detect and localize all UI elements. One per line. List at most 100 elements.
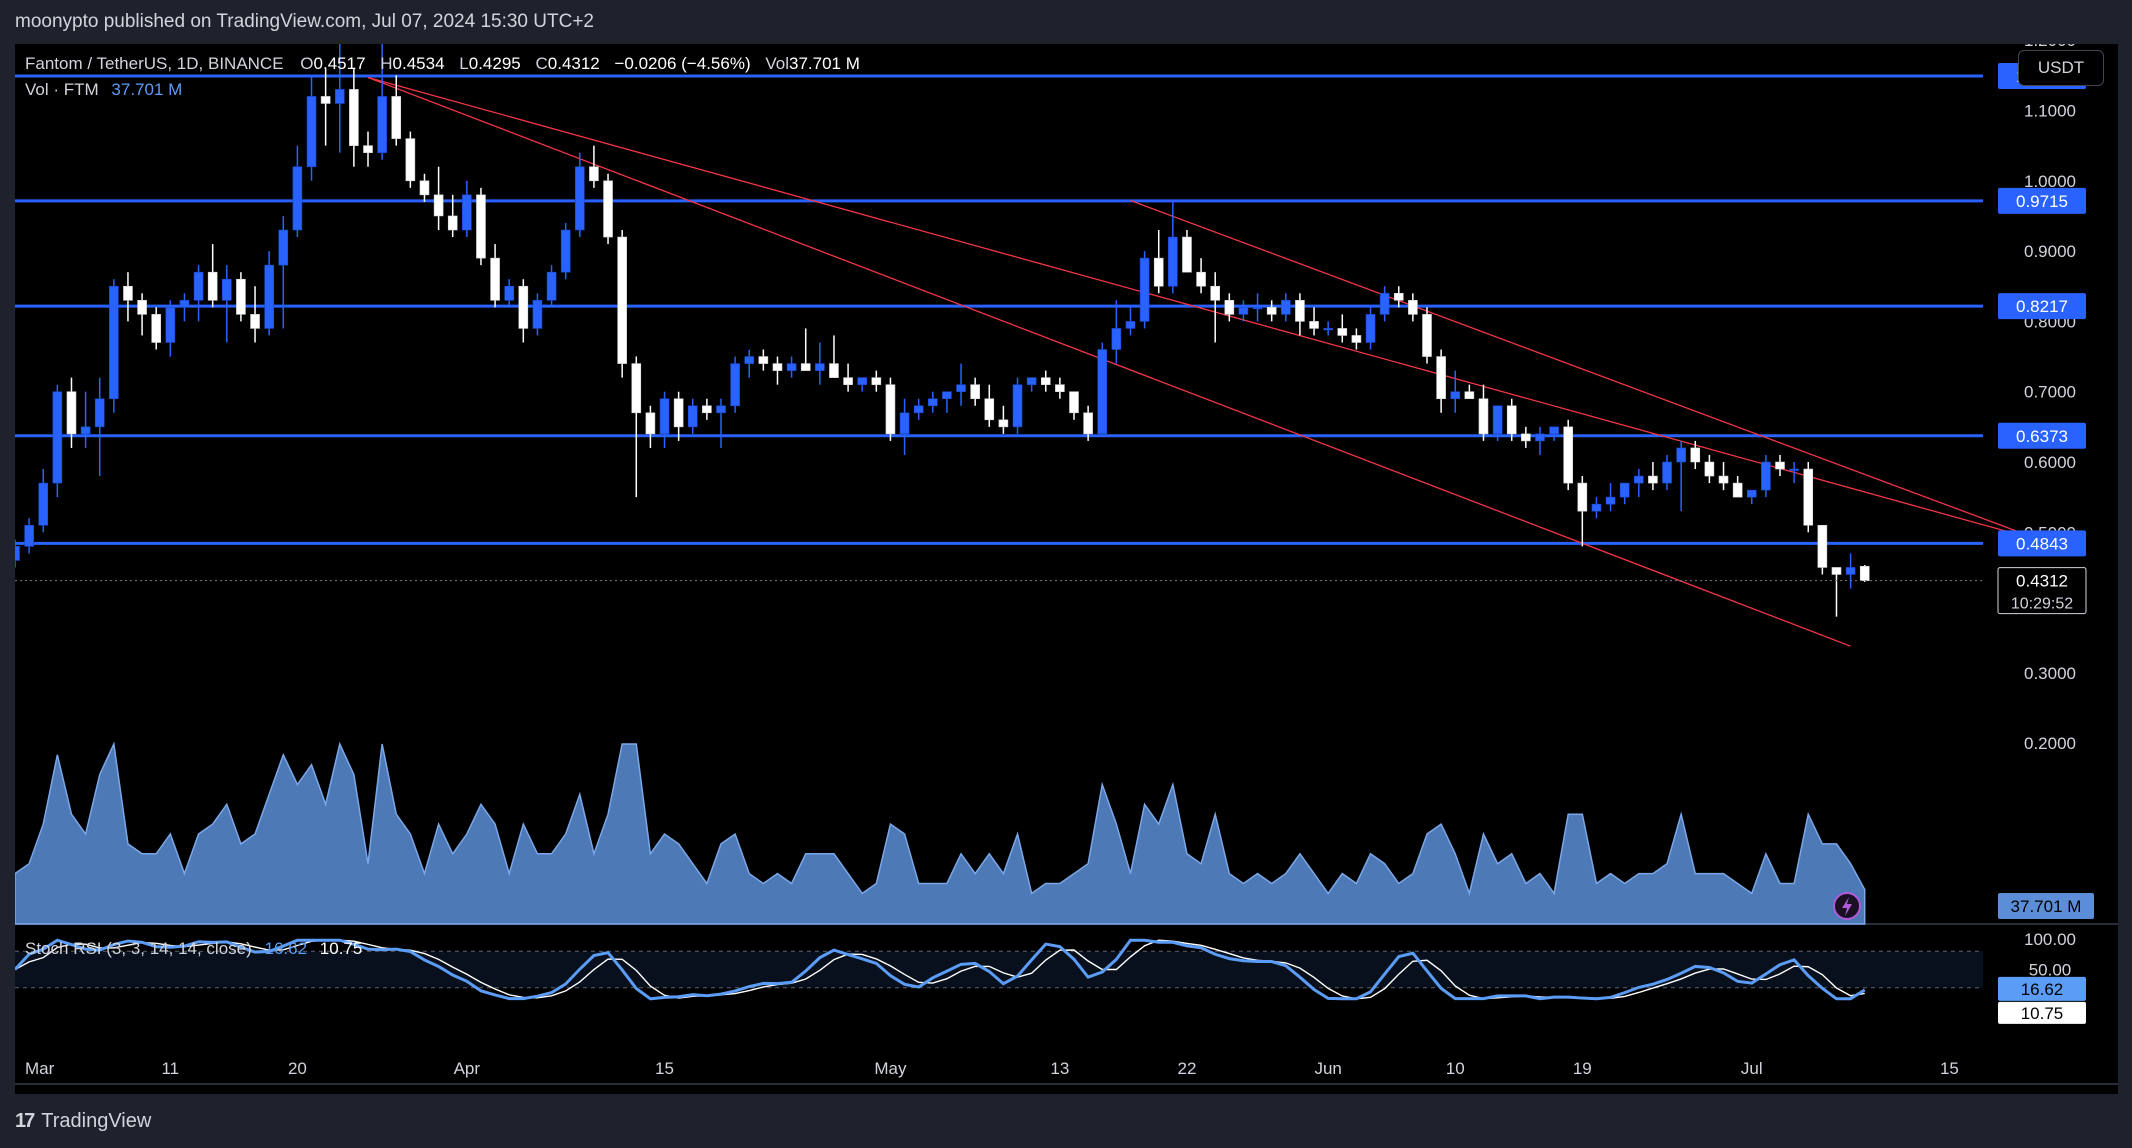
candle-body	[744, 356, 755, 364]
price-axis-tick: 0.2000	[2024, 734, 2076, 753]
candle-body	[137, 300, 147, 315]
candle-body	[899, 412, 910, 435]
last-price-value: 0.4312	[2016, 572, 2068, 591]
candle-body	[1506, 405, 1517, 435]
level-label: 0.6373	[2016, 427, 2068, 446]
candle-body	[998, 419, 1009, 428]
candle-body	[179, 300, 190, 308]
volume-area	[15, 741, 1866, 925]
candle-body	[38, 482, 49, 526]
volume-value: Vol37.701 M	[765, 54, 860, 73]
candle-body	[1676, 447, 1686, 463]
candle-body	[1351, 335, 1362, 343]
candle-body	[405, 138, 416, 182]
candle-body	[829, 363, 839, 378]
candle-body	[1097, 349, 1108, 435]
candle-body	[1591, 503, 1602, 512]
candle-body	[1040, 377, 1051, 385]
candle-body	[716, 405, 726, 414]
price-axis-tick: 1.0000	[2024, 172, 2076, 191]
volume-label-bg	[1998, 893, 2094, 919]
candle-body	[730, 363, 740, 407]
ohlc-legend: Fantom / TetherUS, 1D, BINANCE O0.4517 H…	[25, 54, 868, 74]
candle-body	[1478, 398, 1489, 435]
x-axis-tick: 22	[1177, 1059, 1196, 1078]
candle-body	[80, 426, 91, 435]
stoch-k-value: 16.62	[264, 939, 308, 958]
candle-body	[1252, 307, 1263, 310]
candle-body	[1168, 236, 1178, 287]
candle-body	[1055, 384, 1065, 393]
level-label-bg	[1998, 187, 2086, 214]
candle-body	[1182, 236, 1192, 273]
candle-body	[603, 180, 613, 238]
candle-body	[1563, 426, 1573, 484]
candle-body	[1224, 300, 1235, 315]
footer-bar	[0, 1094, 2132, 1148]
x-axis-tick: 11	[161, 1059, 179, 1078]
stoch-label: Stoch RSI (3, 3, 14, 14, close)	[25, 939, 252, 958]
candle-body	[1464, 391, 1475, 400]
candle-body	[1859, 565, 1870, 581]
chart-area[interactable]: 1.20001.10001.00000.90000.80000.70000.60…	[15, 44, 2118, 1094]
candle-body	[1450, 391, 1461, 400]
x-axis-tick: 15	[655, 1059, 674, 1078]
x-axis-tick: Mar	[25, 1059, 55, 1078]
candle-body	[673, 398, 684, 428]
header-bar: moonypto published on TradingView.com, J…	[0, 0, 2132, 44]
candle-body	[857, 377, 868, 385]
candle-body	[1295, 300, 1305, 322]
chart-svg[interactable]: 1.20001.10001.00000.90000.80000.70000.60…	[15, 44, 2118, 1094]
candle-body	[1704, 461, 1715, 477]
candle-body	[250, 314, 260, 329]
candle-body	[1732, 482, 1743, 498]
candle-body	[1422, 314, 1432, 357]
candle-body	[800, 363, 811, 371]
low-value: L0.4295	[459, 54, 521, 73]
candle-body	[1026, 377, 1037, 385]
candle-body	[1789, 468, 1799, 471]
currency-button[interactable]: USDT	[2018, 50, 2104, 86]
level-label-bg	[1998, 530, 2086, 557]
candle-body	[193, 271, 204, 301]
price-axis-tick: 0.3000	[2024, 664, 2076, 683]
candle-body	[151, 314, 161, 343]
candle-body	[306, 96, 317, 168]
candle-body	[1323, 328, 1333, 331]
candle-body	[815, 363, 825, 371]
candle-body	[447, 215, 458, 231]
candle-body	[546, 271, 557, 301]
x-axis-tick: Apr	[454, 1059, 481, 1078]
candle-body	[1139, 257, 1150, 322]
level-label: 0.9715	[2016, 192, 2068, 211]
candle-body	[1492, 405, 1503, 435]
candle-body	[391, 96, 402, 139]
brand-text: TradingView	[41, 1110, 152, 1132]
candle-body	[885, 384, 896, 435]
candle-body	[292, 166, 303, 231]
candle-body	[942, 391, 952, 400]
candle-body	[419, 180, 430, 196]
candle-body	[1619, 482, 1630, 498]
close-value: C0.4312	[535, 54, 600, 73]
candle-body	[1238, 307, 1249, 315]
candle-body	[236, 278, 246, 315]
candle-body	[165, 307, 176, 343]
stoch-d-label: 10.75	[2021, 1004, 2064, 1023]
stoch-axis-tick: 50.00	[2029, 961, 2072, 980]
candle-body	[476, 194, 486, 259]
x-axis-tick: Jun	[1314, 1059, 1341, 1078]
level-label: 0.4843	[2016, 534, 2068, 553]
x-axis-tick: 20	[288, 1059, 307, 1078]
candle-body	[1281, 300, 1291, 315]
candle-body	[1196, 271, 1206, 287]
candle-body	[334, 89, 345, 104]
lightning-bolt-icon	[1842, 897, 1852, 916]
candle-body	[1083, 412, 1093, 435]
candle-body	[52, 391, 63, 484]
stoch-d-label-bg	[1998, 1001, 2086, 1024]
candle-body	[871, 377, 882, 385]
candle-body	[123, 285, 133, 301]
candle-body	[1337, 328, 1348, 336]
high-value: H0.4534	[380, 54, 445, 73]
